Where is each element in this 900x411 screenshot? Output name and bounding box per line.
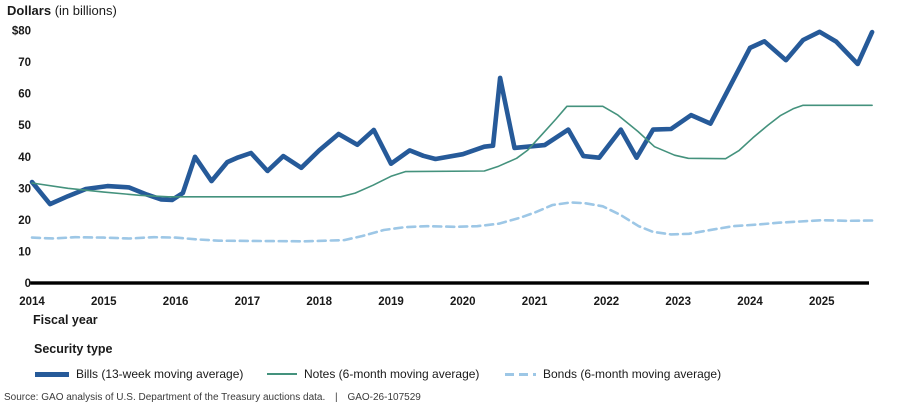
x-tick-label: 2014	[19, 296, 45, 308]
y-tick-label: 60	[18, 89, 31, 101]
source-separator: |	[335, 392, 338, 403]
chart-title: Dollars (in billions)	[7, 3, 117, 18]
series-line-bills	[29, 29, 875, 207]
y-tick-label: 30	[18, 183, 31, 195]
legend-item-bills: Bills (13-week moving average)	[35, 366, 243, 382]
chart-legend: Bills (13-week moving average) Notes (6-…	[0, 366, 900, 382]
bills-line-swatch-icon	[35, 371, 69, 377]
x-tick-label: 2016	[163, 296, 189, 308]
legend-label-bonds: Bonds (6-month moving average)	[543, 367, 722, 381]
source-note: Source: GAO analysis of U.S. Department …	[4, 392, 421, 403]
notes-line-swatch-icon	[267, 373, 297, 375]
x-tick-label: 2020	[450, 296, 476, 308]
x-tick-label: 2019	[378, 296, 404, 308]
y-tick-label: 0	[25, 278, 31, 290]
x-axis-title: Fiscal year	[33, 313, 98, 327]
y-tick-label: $80	[12, 26, 31, 38]
x-tick-label: 2017	[235, 296, 261, 308]
legend-label-notes: Notes (6-month moving average)	[304, 367, 480, 381]
x-tick-label: 2018	[306, 296, 332, 308]
y-tick-label: 10	[18, 246, 31, 258]
x-axis-line	[30, 281, 869, 285]
y-tick-label: 50	[18, 120, 31, 132]
legend-item-notes: Notes (6-month moving average)	[267, 366, 479, 382]
chart-title-primary: Dollars	[7, 3, 52, 18]
y-tick-label: 20	[18, 215, 31, 227]
x-tick-label: 2022	[594, 296, 620, 308]
series-line-bonds	[30, 201, 874, 243]
legend-heading: Security type	[34, 342, 113, 356]
x-tick-label: 2025	[809, 296, 835, 308]
x-tick-label: 2015	[91, 296, 117, 308]
x-tick-label: 2024	[737, 296, 763, 308]
x-tick-label: 2023	[665, 296, 691, 308]
source-text: Source: GAO analysis of U.S. Department …	[4, 392, 326, 403]
chart-title-secondary: (in billions)	[54, 3, 117, 18]
y-tick-label: 40	[18, 152, 31, 164]
line-chart: $80 70 60 50 40 30 20 10 0 2014 2015 2016 2017 2018 20…	[12, 26, 875, 308]
bonds-line-swatch-icon	[505, 372, 536, 376]
series-line-notes	[31, 104, 873, 198]
x-tick-label: 2021	[522, 296, 548, 308]
y-tick-label: 70	[18, 57, 31, 69]
legend-label-bills: Bills (13-week moving average)	[76, 367, 244, 381]
legend-item-bonds: Bonds (6-month moving average)	[505, 366, 721, 382]
report-number: GAO-26-107529	[347, 392, 421, 403]
